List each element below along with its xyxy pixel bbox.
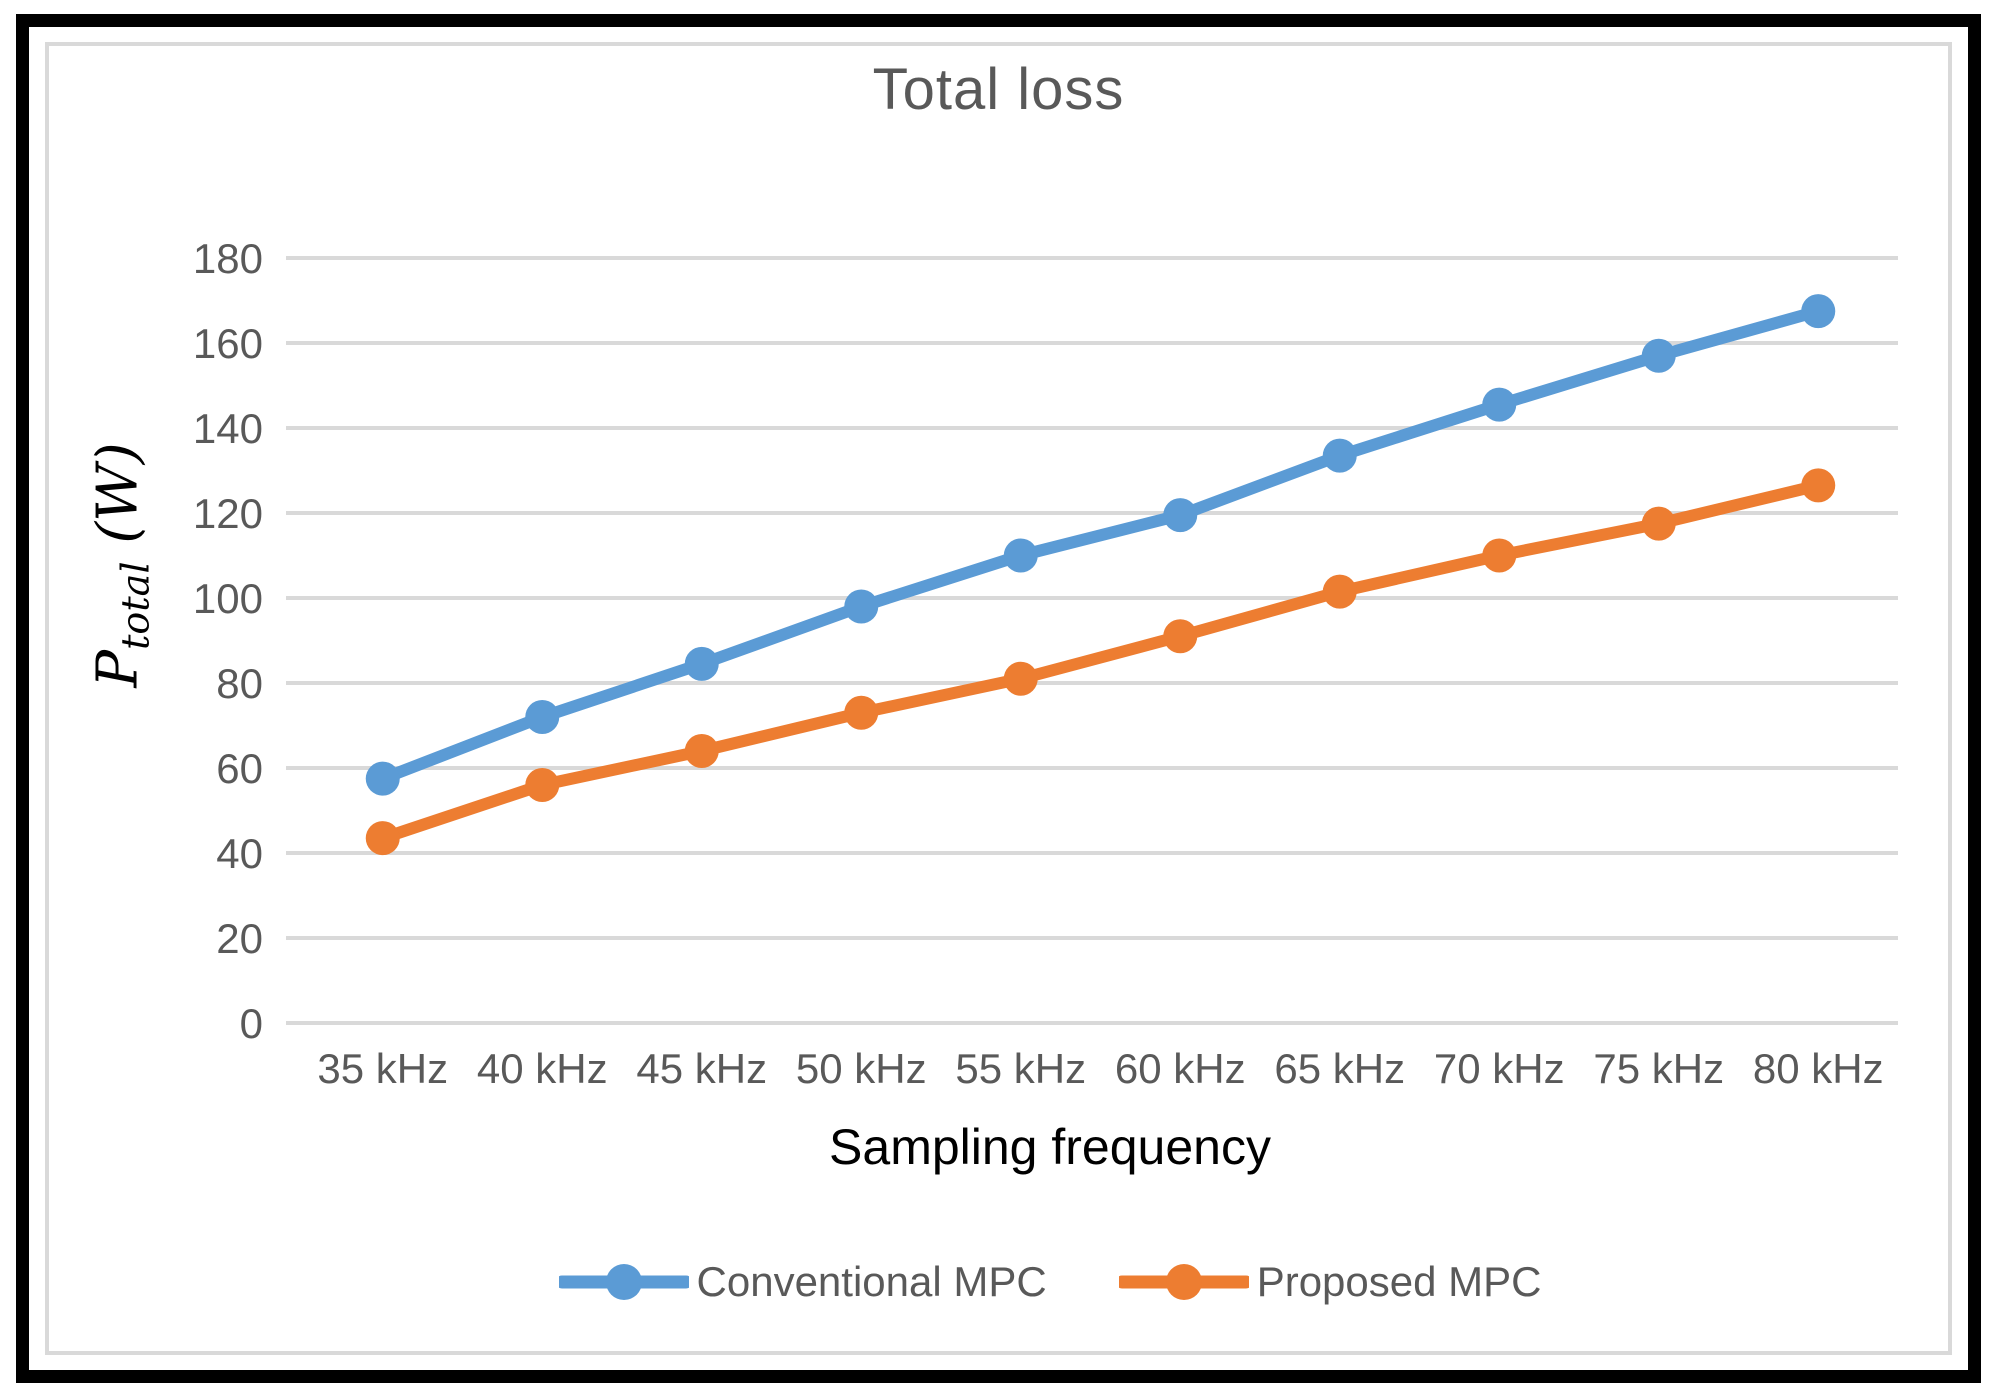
x-tick-label: 40 kHz bbox=[477, 1045, 608, 1092]
data-point-proposed-mpc[interactable] bbox=[1641, 506, 1676, 541]
x-tick-label: 35 kHz bbox=[317, 1045, 448, 1092]
y-tick-label: 80 bbox=[216, 660, 263, 707]
data-point-proposed-mpc[interactable] bbox=[684, 734, 719, 768]
x-tick-label: 55 kHz bbox=[955, 1045, 1086, 1092]
legend-swatch-proposed-mpc bbox=[1118, 1264, 1249, 1300]
legend-label-proposed-mpc: Proposed MPC bbox=[1256, 1258, 1542, 1305]
data-point-conventional-mpc[interactable] bbox=[844, 589, 879, 624]
data-point-conventional-mpc[interactable] bbox=[1003, 538, 1038, 573]
y-tick-label: 140 bbox=[193, 405, 263, 452]
legend: Conventional MPC Proposed MPC bbox=[300, 1258, 1800, 1306]
data-point-conventional-mpc[interactable] bbox=[1641, 338, 1676, 373]
data-point-conventional-mpc[interactable] bbox=[525, 700, 560, 734]
x-tick-label: 45 kHz bbox=[636, 1045, 767, 1092]
x-tick-label: 80 kHz bbox=[1753, 1045, 1884, 1092]
legend-item-proposed-mpc[interactable]: Proposed MPC bbox=[1118, 1258, 1542, 1306]
data-point-conventional-mpc[interactable] bbox=[684, 646, 719, 681]
x-tick-label: 75 kHz bbox=[1593, 1045, 1724, 1092]
outer-frame bbox=[16, 14, 1981, 1383]
legend-label-conventional-mpc: Conventional MPC bbox=[696, 1258, 1047, 1305]
data-point-proposed-mpc[interactable] bbox=[844, 695, 879, 730]
data-point-conventional-mpc[interactable] bbox=[365, 761, 400, 796]
legend-swatch-conventional-mpc bbox=[558, 1264, 689, 1300]
legend-item-conventional-mpc[interactable]: Conventional MPC bbox=[558, 1258, 1047, 1306]
data-point-proposed-mpc[interactable] bbox=[1003, 661, 1038, 696]
data-point-conventional-mpc[interactable] bbox=[1482, 387, 1517, 422]
y-tick-label: 160 bbox=[193, 320, 263, 367]
series-line-conventional-mpc[interactable] bbox=[376, 305, 1825, 785]
x-tick-label: 60 kHz bbox=[1115, 1045, 1246, 1092]
legend-marker-icon bbox=[1165, 1264, 1202, 1300]
y-tick-label: 180 bbox=[193, 235, 263, 282]
data-point-conventional-mpc[interactable] bbox=[1163, 498, 1198, 533]
y-tick-label: 20 bbox=[216, 915, 263, 962]
legend-marker-icon bbox=[605, 1264, 642, 1300]
data-point-conventional-mpc[interactable] bbox=[1801, 294, 1836, 329]
chart-area-border bbox=[45, 42, 1952, 1355]
y-tick-label: 60 bbox=[216, 745, 263, 792]
data-point-proposed-mpc[interactable] bbox=[1482, 538, 1517, 573]
x-tick-label: 70 kHz bbox=[1434, 1045, 1565, 1092]
data-point-proposed-mpc[interactable] bbox=[1801, 468, 1836, 503]
x-tick-label: 50 kHz bbox=[796, 1045, 927, 1092]
y-tick-label: 120 bbox=[193, 490, 263, 537]
data-point-proposed-mpc[interactable] bbox=[1163, 619, 1198, 654]
y-tick-label: 40 bbox=[216, 830, 263, 877]
y-tick-label: 100 bbox=[193, 575, 263, 622]
x-axis-title: Sampling frequency bbox=[829, 1119, 1271, 1175]
chart-title: Total loss bbox=[872, 57, 1125, 122]
y-tick-label: 0 bbox=[240, 1000, 263, 1047]
data-point-proposed-mpc[interactable] bbox=[365, 821, 400, 856]
x-tick-label: 65 kHz bbox=[1274, 1045, 1405, 1092]
data-point-conventional-mpc[interactable] bbox=[1322, 438, 1357, 473]
series-line-proposed-mpc[interactable] bbox=[376, 479, 1825, 845]
data-point-proposed-mpc[interactable] bbox=[525, 768, 560, 802]
data-point-proposed-mpc[interactable] bbox=[1322, 574, 1357, 609]
